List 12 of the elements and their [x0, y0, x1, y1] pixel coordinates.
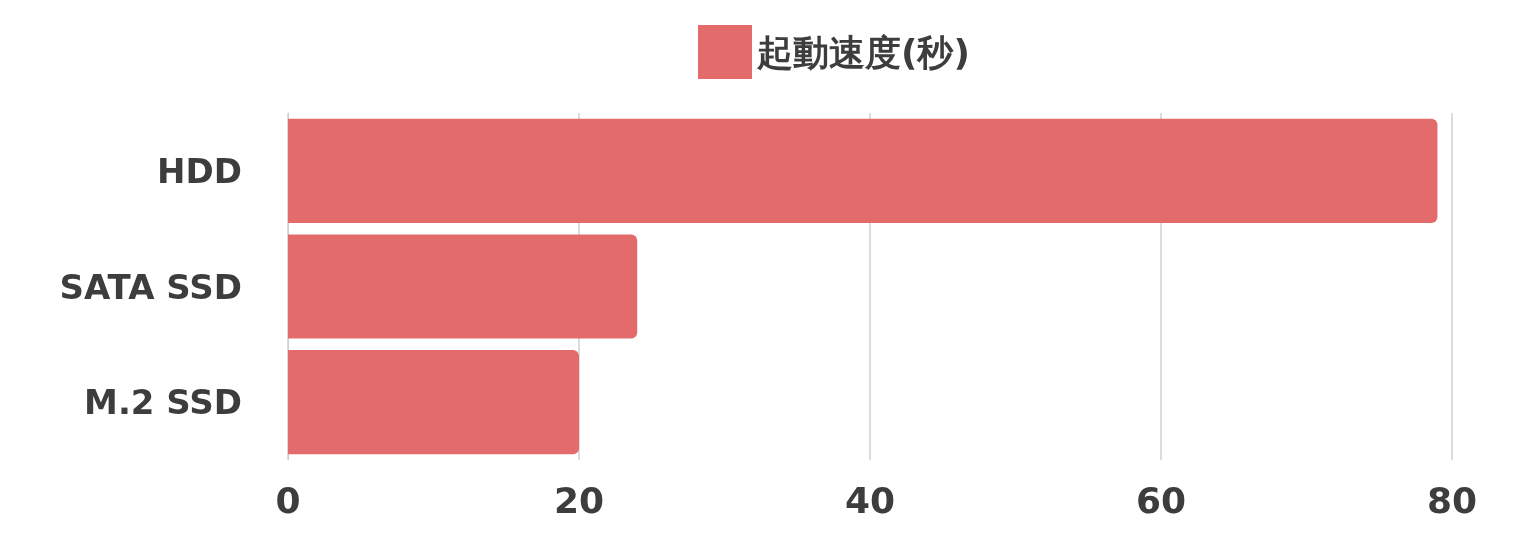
legend-label: 起動速度(秒): [756, 31, 970, 73]
x-tick-label: 40: [844, 479, 896, 521]
y-tick-label: M.2 SSD: [84, 382, 242, 423]
bar: [288, 234, 638, 339]
x-tick-label: 60: [1135, 479, 1187, 521]
bar: [288, 350, 579, 455]
x-tick-label: 20: [553, 479, 605, 521]
y-tick-label: HDD: [157, 150, 242, 191]
y-tick-label: SATA SSD: [59, 266, 242, 307]
x-tick-label: 0: [275, 479, 301, 521]
bar: [288, 118, 1438, 223]
x-tick-label: 80: [1426, 479, 1478, 521]
